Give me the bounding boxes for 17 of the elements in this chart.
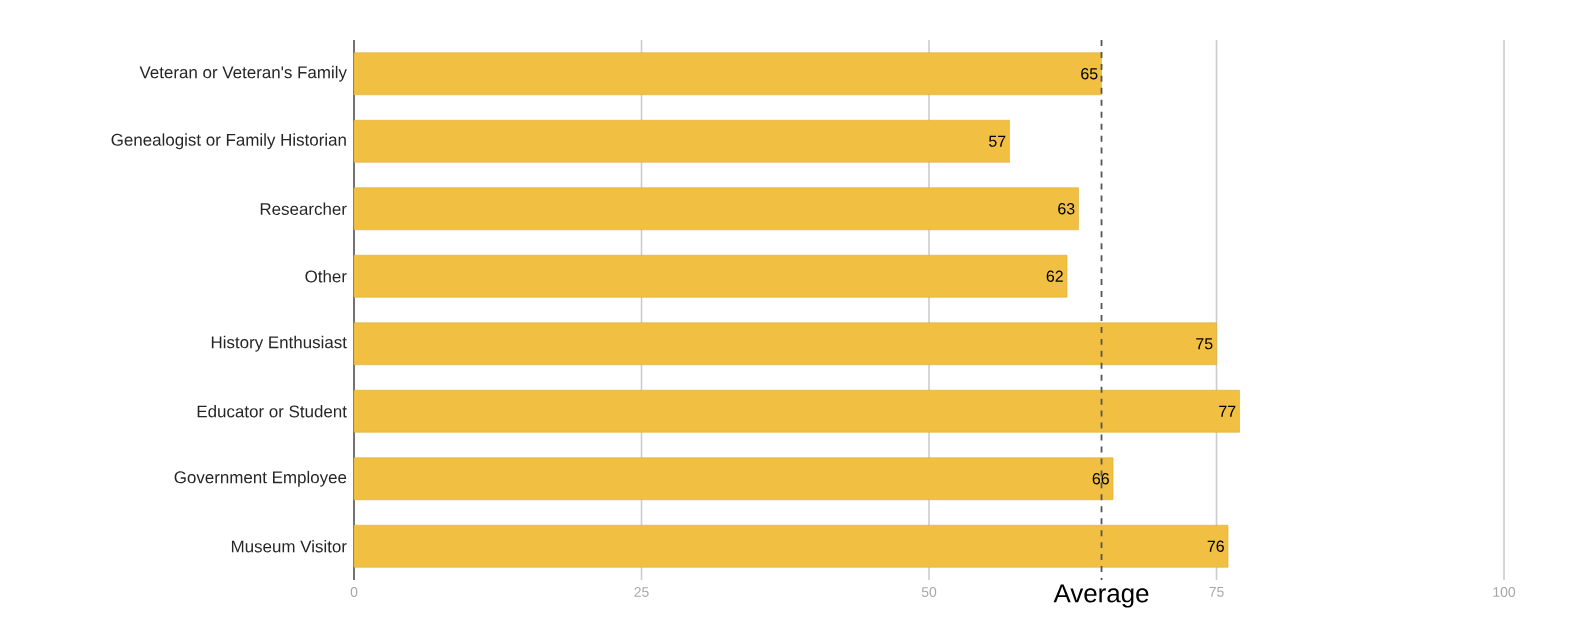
y-tick-label: History Enthusiast bbox=[211, 335, 347, 352]
y-tick-label: Researcher bbox=[260, 202, 347, 215]
bar bbox=[353, 457, 1114, 501]
y-tick-label: Museum Visitor bbox=[231, 540, 347, 553]
y-tick-label: Genealogist or Family Historian bbox=[111, 133, 346, 150]
bar bbox=[353, 119, 1010, 163]
y-tick-label: Government Employee bbox=[174, 470, 347, 487]
bar bbox=[353, 52, 1102, 96]
bar bbox=[353, 187, 1079, 231]
y-tick-label: Veteran or Veteran's Family bbox=[139, 65, 347, 82]
bar bbox=[353, 389, 1240, 433]
y-tick-label: Other bbox=[305, 270, 347, 283]
ref-line-label: Average bbox=[1053, 584, 1149, 608]
bar bbox=[353, 524, 1229, 568]
bar bbox=[353, 254, 1068, 298]
y-tick-label: Educator or Student bbox=[197, 405, 347, 418]
bar bbox=[353, 322, 1217, 366]
